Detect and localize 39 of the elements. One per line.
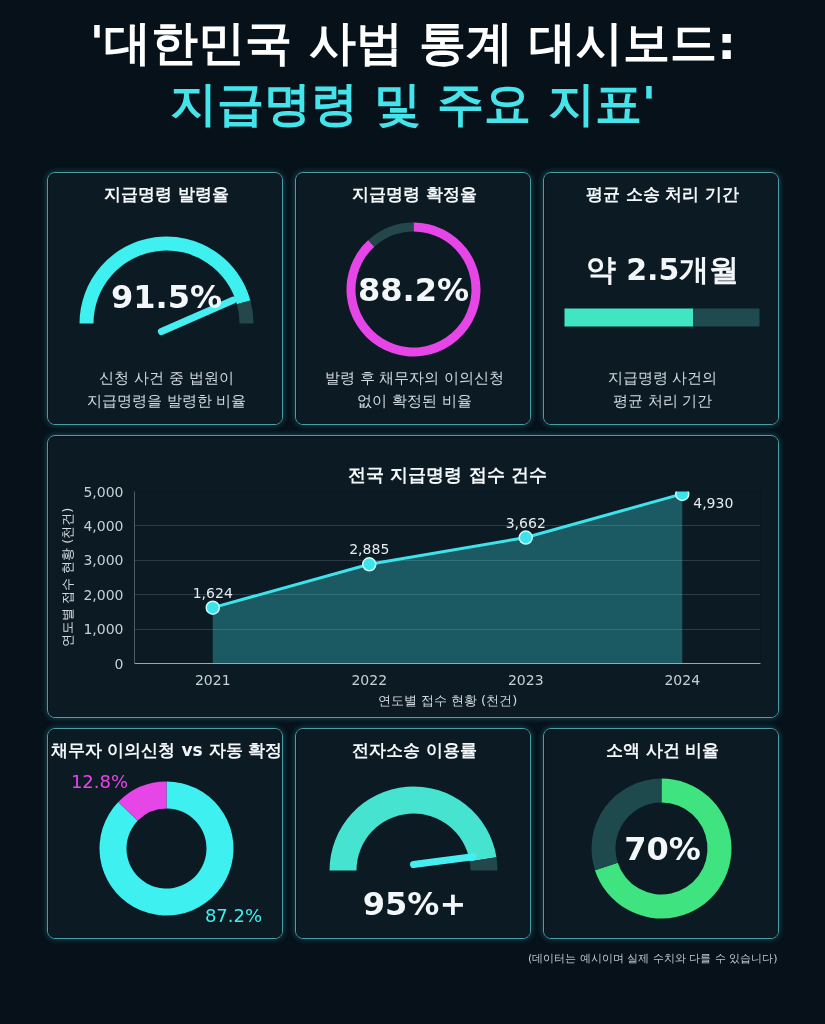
- data-label: 87.2%: [204, 905, 263, 926]
- x-axis-title: 연도별 접수 현황 (천건): [377, 692, 518, 708]
- y-tick-label: 2,000: [83, 586, 124, 603]
- x-tick-label: 2023: [507, 671, 544, 688]
- y-tick-label: 5,000: [83, 483, 124, 500]
- text: 지급명령 및 주요 지표': [169, 76, 657, 131]
- text: 95%+: [362, 884, 467, 923]
- text: 70%: [624, 829, 701, 868]
- chart-title: 전국 지급명령 접수 건수: [348, 463, 547, 485]
- text: 없이 확정된 비율: [357, 391, 472, 410]
- data-label: 3,662: [505, 514, 546, 531]
- text: (데이터는 예시이며 실제 수치와 다를 수 있습니다): [527, 952, 778, 965]
- chart-title: 평균 소송 처리 기간: [585, 183, 740, 204]
- y-tick-label: 4,000: [83, 517, 124, 534]
- text: 신청 사건 중 법원이: [99, 368, 234, 387]
- chart-title: 채무자 이의신청 vs 자동 확정: [49, 739, 283, 760]
- text: 약 2.5개월: [585, 252, 740, 287]
- text: 발령 후 채무자의 이의신청: [324, 368, 505, 387]
- y-tick-label: 0: [114, 655, 124, 672]
- x-tick-label: 2024: [664, 671, 701, 688]
- data-label: 88.2%: [357, 270, 470, 309]
- y-axis-title: 연도별 접수 현황 (천건): [60, 507, 76, 648]
- chart-title: 지급명령 발령율: [104, 183, 229, 204]
- y-tick-label: 1,000: [83, 621, 124, 638]
- text: 지급명령 사건의: [607, 368, 718, 387]
- data-label: 2,885: [349, 541, 390, 558]
- text: 지급명령을 발령한 비율: [86, 391, 247, 410]
- chart-title: 소액 사건 비율: [605, 739, 720, 760]
- data-label: 12.8%: [70, 771, 129, 792]
- data-label: 4,930: [693, 494, 734, 511]
- data-label: 1,624: [192, 584, 233, 601]
- data-label: 91.5%: [110, 277, 223, 316]
- chart-title: 지급명령 확정율: [352, 183, 477, 204]
- text: '대한민국 사법 통계 대시보드:: [89, 15, 737, 70]
- x-tick-label: 2022: [351, 671, 388, 688]
- chart-title: 전자소송 이용률: [352, 739, 477, 760]
- text: 평균 처리 기간: [612, 391, 713, 410]
- x-tick-label: 2021: [194, 671, 231, 688]
- y-tick-label: 3,000: [83, 552, 124, 569]
